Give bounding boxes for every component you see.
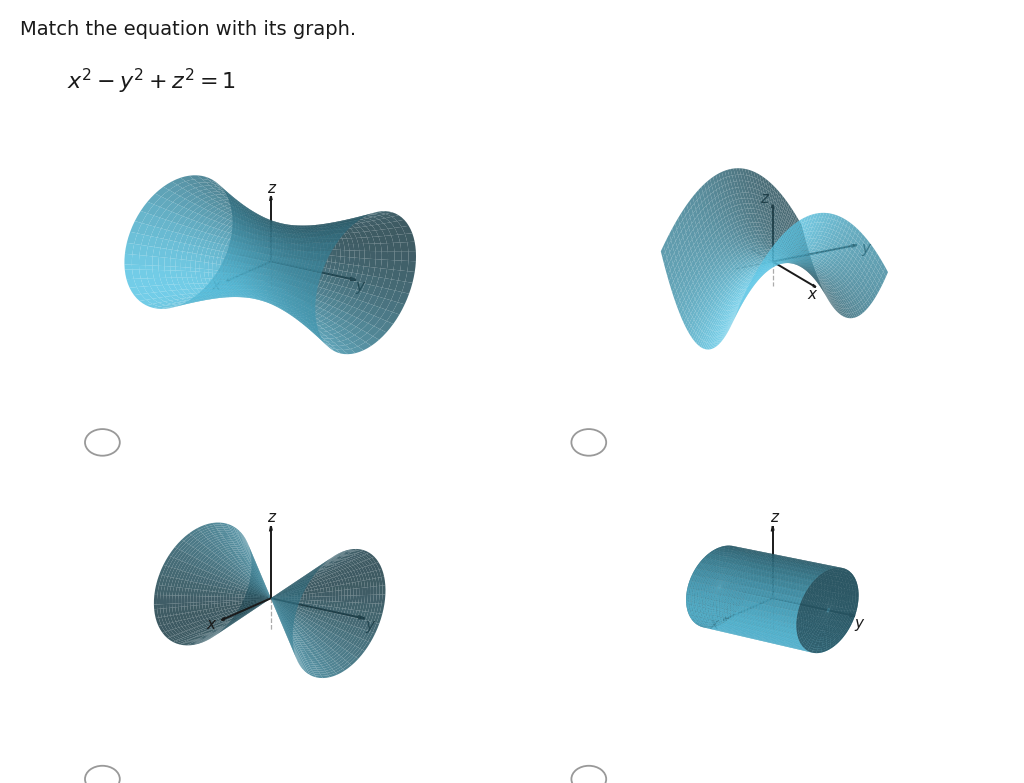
Text: $x^2 - y^2 + z^2 = 1$: $x^2 - y^2 + z^2 = 1$ bbox=[67, 67, 236, 96]
Text: Match the equation with its graph.: Match the equation with its graph. bbox=[20, 20, 356, 38]
